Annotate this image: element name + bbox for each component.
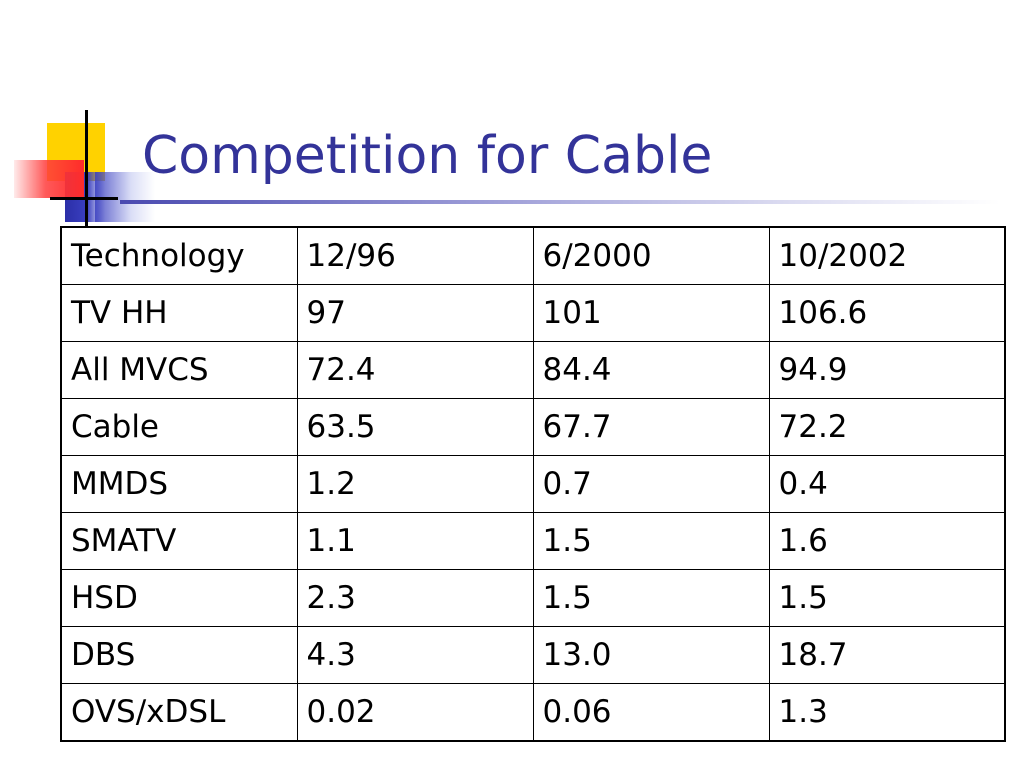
table-cell: 106.6 [768, 284, 1006, 342]
row-label-cell: DBS [60, 626, 298, 684]
table-row: DBS 4.3 13.0 18.7 [60, 626, 1006, 684]
row-label-cell: SMATV [60, 512, 298, 570]
table-cell: 1.5 [532, 512, 770, 570]
row-label-cell: MMDS [60, 455, 298, 513]
row-label-cell: Cable [60, 398, 298, 456]
table-row: Cable 63.5 67.7 72.2 [60, 398, 1006, 456]
header-cell: 6/2000 [532, 226, 770, 285]
data-table: Technology 12/96 6/2000 10/2002 TV HH 97… [60, 226, 1006, 742]
table-cell: 18.7 [768, 626, 1006, 684]
table-cell: 101 [532, 284, 770, 342]
table-row: HSD 2.3 1.5 1.5 [60, 569, 1006, 627]
table-cell: 94.9 [768, 341, 1006, 399]
slide-title: Competition for Cable [142, 126, 713, 186]
table-cell: 72.4 [296, 341, 534, 399]
table-header-row: Technology 12/96 6/2000 10/2002 [60, 226, 1006, 285]
table-cell: 0.02 [296, 683, 534, 742]
table-row: OVS/xDSL 0.02 0.06 1.3 [60, 683, 1006, 742]
table-cell: 1.2 [296, 455, 534, 513]
header-cell: Technology [60, 226, 298, 285]
title-underline [120, 200, 1000, 204]
table-cell: 97 [296, 284, 534, 342]
table-cell: 1.5 [768, 569, 1006, 627]
table-row: MMDS 1.2 0.7 0.4 [60, 455, 1006, 513]
table-cell: 1.6 [768, 512, 1006, 570]
table-row: TV HH 97 101 106.6 [60, 284, 1006, 342]
table-cell: 63.5 [296, 398, 534, 456]
table-cell: 4.3 [296, 626, 534, 684]
table-cell: 0.7 [532, 455, 770, 513]
horizontal-line-shape [50, 197, 118, 200]
table-cell: 2.3 [296, 569, 534, 627]
red-square-shape [14, 160, 84, 198]
table-row: SMATV 1.1 1.5 1.6 [60, 512, 1006, 570]
row-label-cell: HSD [60, 569, 298, 627]
table-cell: 67.7 [532, 398, 770, 456]
table-cell: 1.5 [532, 569, 770, 627]
table-cell: 72.2 [768, 398, 1006, 456]
row-label-cell: All MVCS [60, 341, 298, 399]
decorative-logo [0, 0, 160, 240]
table-cell: 13.0 [532, 626, 770, 684]
table-row: All MVCS 72.4 84.4 94.9 [60, 341, 1006, 399]
header-cell: 12/96 [296, 226, 534, 285]
table-cell: 1.1 [296, 512, 534, 570]
row-label-cell: OVS/xDSL [60, 683, 298, 742]
row-label-cell: TV HH [60, 284, 298, 342]
table-cell: 84.4 [532, 341, 770, 399]
table-cell: 0.06 [532, 683, 770, 742]
table-cell: 1.3 [768, 683, 1006, 742]
table-cell: 0.4 [768, 455, 1006, 513]
header-cell: 10/2002 [768, 226, 1006, 285]
vertical-line-shape [85, 110, 88, 228]
